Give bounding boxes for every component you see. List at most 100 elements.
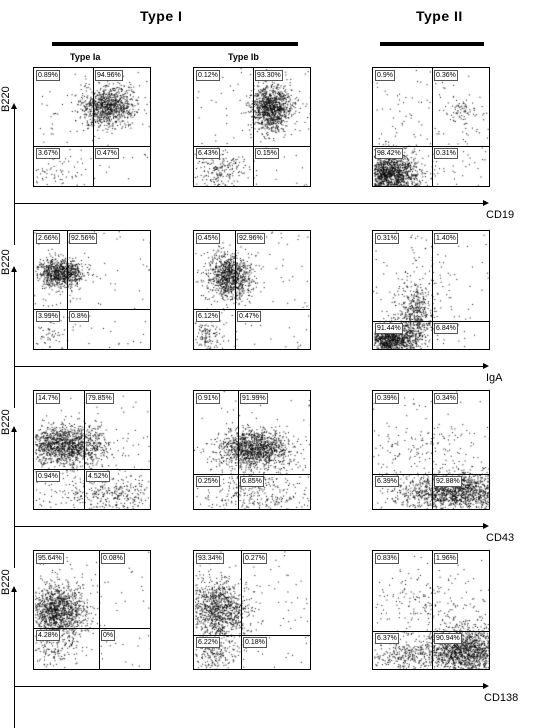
dot-cloud [373,68,489,186]
quadrant-lower-left-percent: 98.42% [375,148,403,159]
quadrant-lower-left-percent: 3.99% [36,311,60,322]
quadrant-upper-right-percent: 0.27% [243,553,267,564]
dot-cloud [194,551,310,669]
quadrant-lower-left-percent: 6.22% [196,637,220,648]
dot-cloud [194,231,310,349]
y-arrow-head [11,266,17,272]
quadrant-lower-right-percent: 90.94% [434,633,462,644]
y-axis-arrow [14,270,15,408]
dot-cloud [373,551,489,669]
x-axis-arrow [14,686,484,687]
quadrant-lower-left-percent: 6.37% [375,633,399,644]
quadrant-lower-right-percent: 0.18% [243,637,267,648]
quadrant-lower-left-percent: 91.44% [375,323,403,334]
x-axis-arrow [14,203,484,204]
gate-horizontal-line [34,309,150,310]
quadrant-upper-left-percent: 95.64% [36,553,64,564]
type-ib-header: Type Ib [228,52,259,62]
x-axis-label: CD19 [486,209,515,221]
x-arrow-head [483,363,489,369]
gate-vertical-line [432,231,433,349]
dot-cloud [34,391,150,509]
y-axis-arrow [14,107,15,245]
quadrant-lower-left-percent: 6.12% [196,311,220,322]
gate-horizontal-line [194,146,310,147]
gate-vertical-line [84,391,85,509]
quadrant-upper-left-percent: 0.12% [196,70,220,81]
type-ii-header: Type II [416,8,463,24]
gate-vertical-line [99,551,100,669]
quadrant-lower-left-percent: 4.28% [36,630,60,641]
quadrant-upper-left-percent: 0.39% [375,393,399,404]
quadrant-lower-right-percent: 0.8% [69,311,89,322]
gate-horizontal-line [373,631,489,632]
dot-cloud [194,391,310,509]
gate-vertical-line [238,391,239,509]
quadrant-lower-left-percent: 3.67% [36,148,60,159]
x-axis-arrow [14,366,484,367]
x-axis-label: CD138 [484,692,519,704]
gate-horizontal-line [373,146,489,147]
quadrant-upper-left-percent: 93.34% [196,553,224,564]
quadrant-upper-left-percent: 0.91% [196,393,220,404]
scatter-plot: 93.34% 0.27% 6.22% 0.18% [193,550,311,670]
quadrant-lower-right-percent: 0.15% [255,148,279,159]
type-ii-bar [380,42,484,46]
y-axis-arrow [14,430,15,568]
gate-vertical-line [432,68,433,186]
quadrant-lower-right-percent: 6.85% [240,476,264,487]
quadrant-lower-right-percent: 0.47% [95,148,119,159]
y-axis-arrow [14,590,15,728]
quadrant-upper-left-percent: 0.89% [36,70,60,81]
scatter-plot: 0.9% 0.36% 98.42% 0.31% [372,67,490,187]
gate-horizontal-line [194,635,310,636]
scatter-plot: 14.7% 79.85% 0.94% 4.52% [33,390,151,510]
quadrant-upper-left-percent: 14.7% [36,393,60,404]
quadrant-upper-left-percent: 0.83% [375,553,399,564]
gate-horizontal-line [194,309,310,310]
gate-horizontal-line [34,628,150,629]
quadrant-upper-left-percent: 2.66% [36,233,60,244]
gate-vertical-line [253,68,254,186]
quadrant-lower-left-percent: 6.39% [375,476,399,487]
dot-cloud [34,231,150,349]
x-arrow-head [483,523,489,529]
scatter-plot: 0.89% 94.96% 3.67% 0.47% [33,67,151,187]
gate-vertical-line [93,68,94,186]
type-ia-header: Type Ia [70,52,101,62]
scatter-plot: 2.66% 92.56% 3.99% 0.8% [33,230,151,350]
gate-vertical-line [432,391,433,509]
quadrant-upper-right-percent: 92.96% [237,233,265,244]
type-i-header: Type I [140,8,183,24]
quadrant-upper-right-percent: 94.96% [95,70,123,81]
quadrant-upper-right-percent: 0.36% [434,70,458,81]
x-axis-label: CD43 [486,532,515,544]
gate-vertical-line [241,551,242,669]
gate-horizontal-line [373,474,489,475]
x-axis-arrow [14,526,484,527]
x-arrow-head [483,200,489,206]
quadrant-lower-left-percent: 0.94% [36,471,60,482]
dot-cloud [34,68,150,186]
x-axis-label: IgA [486,372,503,384]
scatter-plot: 0.91% 91.99% 0.25% 6.85% [193,390,311,510]
y-arrow-head [11,103,17,109]
dot-cloud [194,68,310,186]
y-arrow-head [11,426,17,432]
quadrant-lower-left-percent: 6.43% [196,148,220,159]
type-i-bar [52,42,298,46]
gate-horizontal-line [194,474,310,475]
quadrant-upper-right-percent: 92.56% [69,233,97,244]
quadrant-lower-right-percent: 0.47% [237,311,261,322]
quadrant-upper-right-percent: 1.96% [434,553,458,564]
quadrant-lower-right-percent: 6.84% [434,323,458,334]
quadrant-lower-right-percent: 0.31% [434,148,458,159]
scatter-plot: 0.12% 93.30% 6.43% 0.15% [193,67,311,187]
quadrant-upper-left-percent: 0.45% [196,233,220,244]
quadrant-upper-left-percent: 0.31% [375,233,399,244]
scatter-plot: 0.45% 92.96% 6.12% 0.47% [193,230,311,350]
scatter-plot: 0.83% 1.96% 6.37% 90.94% [372,550,490,670]
scatter-plot: 0.39% 0.34% 6.39% 92.88% [372,390,490,510]
quadrant-lower-right-percent: 4.52% [86,471,110,482]
dot-cloud [373,391,489,509]
